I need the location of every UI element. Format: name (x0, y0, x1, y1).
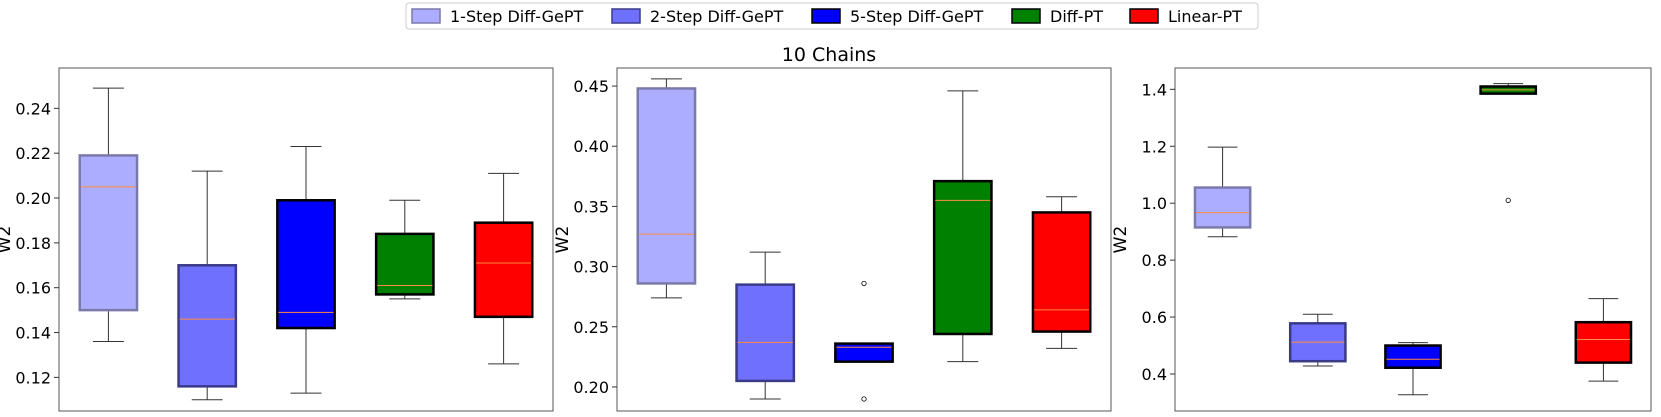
y-tick-label: 0.24 (15, 99, 51, 118)
axes-frame (1174, 67, 1652, 412)
box-linear-pt (1031, 196, 1092, 349)
box-2-step-diff-gept (177, 170, 238, 401)
y-axis-label: W2 (0, 226, 15, 254)
y-tick-label: 0.20 (15, 189, 51, 208)
iqr-box (78, 154, 139, 312)
y-tick-label: 1.4 (1142, 80, 1167, 99)
box-linear-pt (473, 172, 534, 365)
box-1-step-diff-gept (636, 78, 697, 299)
box-diff-pt (1479, 83, 1538, 203)
iqr-box (735, 283, 796, 383)
y-tick-label: 0.45 (573, 77, 609, 96)
panel-1: 0.12 0.14 0.16 0.18 0.20 0.22 0.24 W2 (0, 67, 554, 412)
iqr-box (834, 342, 894, 363)
outlier-point (861, 280, 867, 287)
legend-label: 1-Step Diff-GePT (450, 7, 584, 26)
y-tick-label: 1.2 (1142, 137, 1167, 156)
legend-swatch (1129, 8, 1159, 24)
box-linear-pt (1574, 298, 1633, 382)
outlier-point (861, 396, 867, 402)
iqr-box (1574, 320, 1633, 364)
iqr-box (374, 232, 435, 296)
panel-3: 0.4 0.6 0.8 1.0 1.2 1.4 W2 (1111, 67, 1652, 412)
y-axis-label: W2 (1111, 226, 1131, 254)
iqr-box (276, 199, 336, 330)
iqr-box (1193, 186, 1252, 229)
legend-swatch (411, 8, 441, 24)
box-1-step-diff-gept (78, 87, 139, 343)
iqr-box (1384, 344, 1442, 369)
axes-frame (58, 67, 554, 412)
axes-frame (616, 67, 1112, 412)
y-tick-label: 0.18 (15, 234, 51, 253)
box-5-step-diff-gept (1384, 342, 1442, 396)
outlier-point (1505, 197, 1511, 203)
iqr-box (177, 264, 238, 388)
legend-swatch (611, 8, 641, 24)
y-tick-label: 0.25 (573, 318, 609, 337)
legend-label: Diff-PT (1050, 7, 1103, 26)
figure-title: 10 Chains (782, 44, 876, 66)
y-tick-label: 0.14 (15, 324, 51, 343)
box-1-step-diff-gept (1193, 146, 1252, 238)
panel-2: 0.20 0.25 0.30 0.35 0.40 0.45 W2 (553, 67, 1112, 412)
box-diff-pt (374, 199, 435, 300)
y-tick-label: 0.20 (573, 378, 609, 397)
box-2-step-diff-gept (735, 251, 796, 400)
box-5-step-diff-gept (834, 280, 894, 402)
box-2-step-diff-gept (1288, 313, 1347, 367)
iqr-box (932, 179, 993, 336)
legend-swatch (811, 8, 841, 24)
y-tick-label: 0.12 (15, 368, 51, 387)
y-tick-label: 0.30 (573, 258, 609, 277)
y-tick-label: 0.4 (1142, 365, 1167, 384)
y-tick-label: 0.40 (573, 137, 609, 156)
box-diff-pt (932, 90, 993, 363)
legend-label: 2-Step Diff-GePT (650, 7, 784, 26)
legend-label: Linear-PT (1168, 7, 1242, 26)
box-5-step-diff-gept (276, 145, 336, 394)
y-axis-label: W2 (553, 226, 573, 254)
y-tick-label: 0.8 (1142, 251, 1167, 270)
iqr-box (473, 221, 534, 319)
iqr-box (1031, 211, 1092, 333)
y-tick-label: 0.16 (15, 279, 51, 298)
y-tick-label: 0.35 (573, 197, 609, 216)
iqr-box (636, 87, 697, 285)
y-tick-label: 0.6 (1142, 308, 1167, 327)
legend: 1-Step Diff-GePT 2-Step Diff-GePT 5-Step D… (405, 2, 1259, 30)
panels: 0.120.140.160.180.200.220.24W20.200.250.… (0, 67, 1652, 412)
y-tick-label: 1.0 (1142, 194, 1167, 213)
legend-label: 5-Step Diff-GePT (850, 7, 984, 26)
y-tick-label: 0.22 (15, 144, 51, 163)
legend-swatch (1011, 8, 1041, 24)
